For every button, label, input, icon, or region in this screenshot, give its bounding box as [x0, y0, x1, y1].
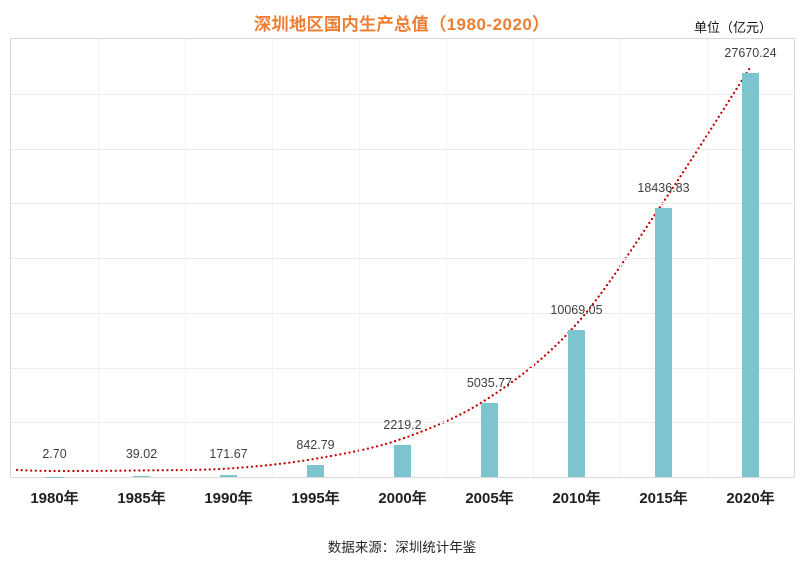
gridline-vertical — [98, 39, 99, 477]
gridline-horizontal — [11, 203, 794, 205]
x-axis-label: 1990年 — [204, 490, 253, 507]
bar — [481, 403, 498, 477]
x-axis-label: 2015年 — [639, 490, 688, 507]
unit-label: 单位（亿元） — [693, 20, 772, 35]
gridline-horizontal — [11, 367, 794, 369]
bar-value-label: 842.79 — [296, 437, 335, 452]
gridline-vertical — [533, 39, 534, 477]
gridline-horizontal — [11, 148, 794, 150]
bar-value-label: 2.70 — [42, 447, 67, 461]
bar — [307, 464, 324, 477]
x-axis-label: 2005年 — [465, 490, 514, 507]
bar — [133, 476, 150, 477]
x-axis-label: 1980年 — [30, 490, 79, 507]
bar-value-label: 5035.77 — [466, 376, 513, 391]
x-axis-label: 2020年 — [726, 490, 775, 507]
gridline-vertical — [707, 39, 708, 477]
bar — [220, 474, 237, 477]
x-axis-label: 2010年 — [552, 490, 601, 507]
gridline-horizontal — [11, 258, 794, 259]
gridline-vertical — [446, 39, 447, 477]
bar — [655, 207, 672, 477]
gridline-horizontal — [11, 422, 794, 424]
chart-title: 深圳地区国内生产总值（1980-2020） — [254, 15, 550, 34]
bar-value-label: 27670.24 — [724, 46, 777, 61]
gridline-vertical — [620, 39, 621, 477]
x-axis-label: 1995年 — [291, 490, 340, 507]
gridline-vertical — [272, 39, 273, 477]
bar — [46, 476, 63, 477]
trend-line-path — [15, 65, 752, 473]
bar — [394, 444, 411, 477]
gridline-horizontal — [11, 312, 794, 314]
data-source: 数据来源：深圳统计年鉴 — [327, 540, 477, 555]
plot-area: 2.70 39.02 171.67 842.79 2219.2 5035.77 10069.… — [10, 38, 795, 478]
bar-value-label: 10069.05 — [550, 303, 603, 317]
x-axis-label: 2000年 — [378, 490, 427, 507]
bar — [742, 73, 759, 477]
gridline-vertical — [185, 39, 186, 477]
bar-value-label: 18436.83 — [637, 180, 690, 195]
gridline-vertical — [359, 39, 360, 477]
x-axis-label: 1985年 — [117, 490, 166, 507]
bar — [568, 330, 585, 477]
gridline-horizontal — [11, 93, 794, 95]
bar-value-label: 171.67 — [209, 447, 248, 461]
bar-value-label: 39.02 — [125, 447, 158, 461]
bar-value-label: 2219.2 — [383, 417, 422, 432]
